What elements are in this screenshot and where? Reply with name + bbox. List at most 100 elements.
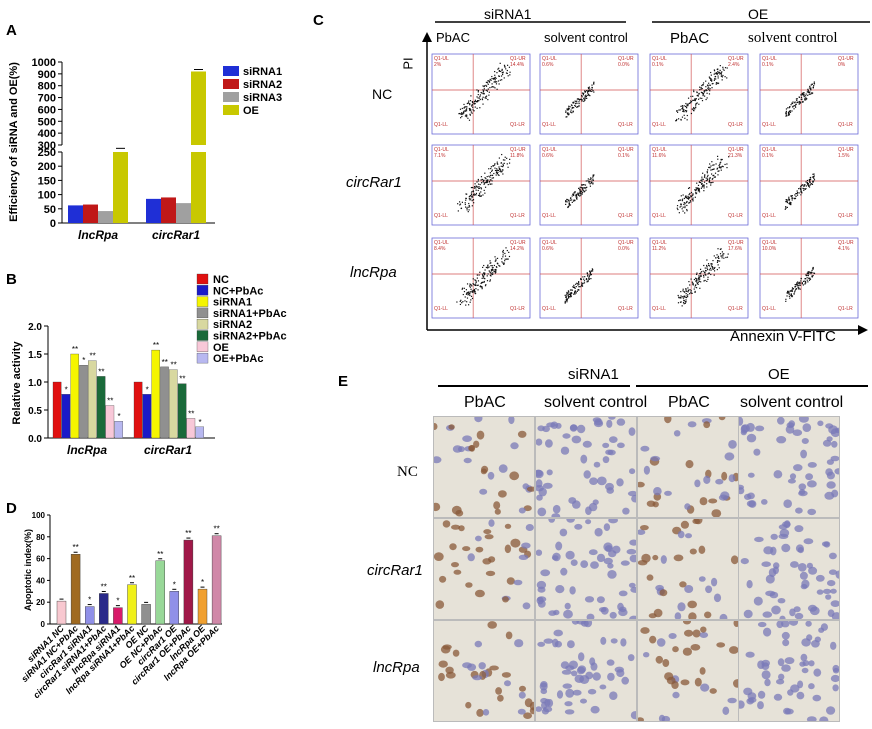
flow-dot [796, 284, 798, 286]
cell [487, 471, 495, 480]
flow-dot [475, 100, 477, 103]
flow-dot [788, 196, 790, 198]
flow-dot [582, 93, 584, 95]
cell [578, 652, 585, 662]
cell [801, 638, 811, 647]
flow-dot [787, 291, 789, 293]
flow-dot [567, 206, 569, 208]
flow-dot [692, 283, 694, 285]
cell [551, 513, 561, 517]
cell [518, 507, 526, 514]
flow-dot [807, 274, 809, 277]
flow-dot [472, 282, 474, 285]
flow-dot [708, 181, 711, 183]
flow-dot [484, 172, 486, 174]
flow-dot [798, 192, 800, 194]
flow-dot [461, 115, 463, 118]
flow-dot [468, 196, 470, 198]
flow-dot [798, 103, 800, 105]
flow-dot [694, 99, 697, 101]
flow-dot [477, 189, 479, 192]
flow-dot [571, 199, 573, 201]
flow-dot [467, 292, 469, 294]
flow-dot [791, 199, 793, 201]
significance-mark: * [201, 578, 204, 587]
flow-dot [497, 169, 500, 172]
flow-dot [488, 80, 490, 83]
flow-dot [684, 302, 686, 304]
flow-dot [569, 289, 572, 291]
flow-dot [707, 278, 709, 281]
flow-dot [459, 203, 462, 205]
bar [98, 211, 113, 223]
cell [753, 448, 761, 456]
cell [739, 417, 744, 426]
flow-dot [473, 110, 475, 112]
cell [518, 691, 526, 699]
cell [590, 705, 600, 714]
y-tick-label: 0 [50, 218, 56, 230]
cell [689, 548, 697, 555]
flow-dot [491, 83, 493, 85]
flow-dot [484, 97, 486, 99]
flow-dot [471, 112, 473, 114]
cell [699, 497, 708, 506]
flow-dot [491, 180, 493, 182]
flow-dot [461, 288, 463, 290]
cell [580, 698, 587, 704]
flow-dot [582, 187, 584, 190]
cell [517, 430, 527, 438]
flow-dot [804, 99, 806, 101]
flow-dot [691, 195, 693, 197]
flow-dot [502, 164, 504, 167]
flow-dot [496, 161, 498, 163]
flow-dot [795, 104, 797, 106]
cell [672, 646, 679, 653]
flow-dot [790, 293, 792, 295]
flow-dot [717, 77, 719, 79]
flow-dot [679, 297, 681, 299]
flow-dot [471, 196, 473, 198]
flow-dot [500, 70, 502, 72]
cell [801, 438, 809, 444]
flow-dot [709, 90, 711, 92]
cell [472, 675, 483, 681]
flow-dot [494, 272, 497, 274]
cell [552, 552, 561, 562]
flow-dot [488, 266, 490, 268]
cell [542, 482, 553, 489]
flow-dot [462, 113, 464, 115]
cell [476, 430, 485, 440]
quad-label: Q1-UL [542, 240, 557, 246]
micro-divider-left [438, 385, 630, 387]
cell [745, 651, 755, 658]
flow-dot [690, 278, 692, 280]
cell [673, 430, 681, 437]
flow-dot [572, 193, 575, 195]
significance-mark: ** [170, 361, 176, 370]
flow-dot [810, 89, 812, 91]
flow-dot [807, 281, 809, 283]
flow-dot [587, 279, 589, 281]
quad-label: Q1-LR [728, 306, 743, 312]
y-tick-label: 700 [38, 93, 56, 105]
flow-dot [702, 94, 704, 97]
flow-dot [690, 100, 692, 102]
flow-dot [479, 285, 481, 288]
flow-dot [492, 77, 495, 80]
legend-swatch [196, 341, 209, 352]
flow-dot [591, 90, 593, 93]
flow-dot [695, 280, 697, 282]
flow-dot [794, 101, 796, 103]
flow-col-pbac-1: PbAC [436, 30, 470, 45]
flow-dot [490, 273, 492, 275]
flow-dot [707, 268, 709, 271]
flow-dot [695, 279, 698, 282]
flow-dot [464, 296, 466, 298]
flow-dot [471, 297, 474, 300]
flow-dot [802, 187, 804, 189]
flow-dot [574, 192, 576, 194]
flow-dot [572, 200, 575, 202]
cell [540, 569, 551, 577]
cell [827, 580, 836, 587]
